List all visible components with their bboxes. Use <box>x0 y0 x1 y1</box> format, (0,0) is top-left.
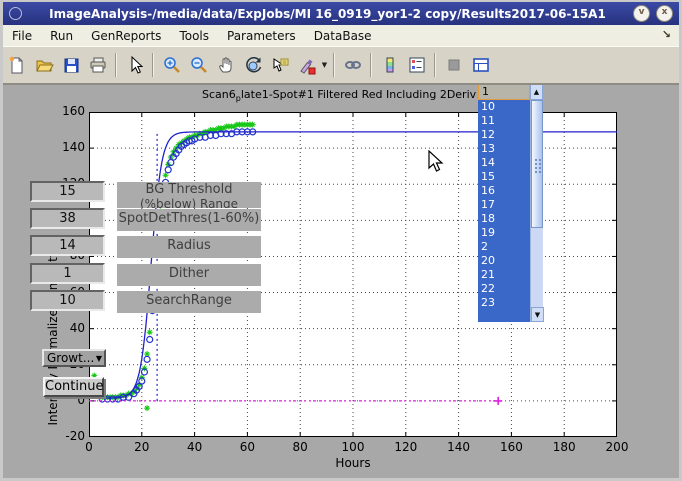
open-file-icon[interactable] <box>31 52 56 79</box>
spot-number-option-18[interactable]: 18 <box>481 212 495 225</box>
link-plot-icon[interactable] <box>340 52 365 79</box>
legend-icon[interactable] <box>404 52 429 79</box>
param-label-spotdetthres-1-60-: SpotDetThres(1-60%) <box>117 209 261 231</box>
brush-caret-icon[interactable]: ▼ <box>321 61 328 69</box>
zoom-in-icon[interactable] <box>159 52 184 79</box>
x-tick-label: 180 <box>552 440 576 454</box>
close-button[interactable]: x <box>656 5 673 22</box>
spot-number-option-2[interactable]: 2 <box>481 240 488 253</box>
x-tick-label: 40 <box>186 440 203 454</box>
window-title: ImageAnalysis-/media/data/ExpJobs/MI 16_… <box>49 6 606 21</box>
spot-number-option-17[interactable]: 17 <box>481 198 495 211</box>
y-tick-label: -20 <box>65 429 85 443</box>
mouse-cursor <box>428 150 444 172</box>
y-tick-label: 160 <box>62 104 85 118</box>
dropdown-scrollbar[interactable]: ▼ <box>530 100 544 322</box>
menu-item-database[interactable]: DataBase <box>313 28 372 43</box>
param-value-dither[interactable]: 1 <box>30 263 105 284</box>
spot-number-value[interactable]: 1 <box>478 84 530 100</box>
window-menu-icon[interactable] <box>9 7 22 20</box>
scroll-up-icon[interactable]: ▲ <box>530 84 543 100</box>
param-value-searchrange[interactable]: 10 <box>30 290 105 311</box>
x-tick-label: 20 <box>134 440 150 454</box>
plot-title: Scan6plate1-Spot#1 Filtered Red Includin… <box>89 88 617 103</box>
data-cursor-icon[interactable] <box>267 52 292 79</box>
pointer-icon[interactable] <box>122 52 147 79</box>
param-value-radius[interactable]: 14 <box>30 235 105 256</box>
show-plot-tools-icon[interactable] <box>468 52 493 79</box>
x-axis-label: Hours <box>335 456 371 470</box>
scroll-down-icon[interactable]: ▼ <box>531 307 544 322</box>
x-tick-label: 200 <box>605 440 629 454</box>
plot-title-prefix: Scan6 <box>202 88 236 101</box>
plot-title-rest: late1-Spot#1 Filtered Red Including 2Der… <box>240 88 504 101</box>
spot-number-option-20[interactable]: 20 <box>481 254 495 267</box>
toolbar: ▼ <box>3 46 679 85</box>
param-label-bg-threshold: BG Threshold (%below) Range <box>117 182 261 208</box>
brush-icon[interactable] <box>294 52 319 79</box>
spot-number-list: 10 11 12 13 14 15 16 17 18 19 2 20 21 22 23 <box>478 100 530 322</box>
spot-number-option-14[interactable]: 14 <box>481 156 495 169</box>
colorbar-icon[interactable] <box>377 52 402 79</box>
spot-number-option-13[interactable]: 13 <box>481 142 495 155</box>
zoom-out-icon[interactable] <box>186 52 211 79</box>
rotate-3d-icon[interactable] <box>240 52 265 79</box>
param-label-searchrange: SearchRange <box>117 291 261 313</box>
pan-icon[interactable] <box>213 52 238 79</box>
toolbar-separator <box>152 53 154 77</box>
x-tick-label: 120 <box>394 440 418 454</box>
menu-item-parameters[interactable]: Parameters <box>227 28 296 43</box>
x-tick-label: 80 <box>292 440 308 454</box>
spot-number-option-11[interactable]: 11 <box>481 114 495 127</box>
spot-number-option-10[interactable]: 10 <box>481 100 495 113</box>
x-tick-label: 0 <box>85 440 93 454</box>
y-tick-label: 40 <box>69 320 85 335</box>
menu-item-tools[interactable]: Tools <box>179 28 209 43</box>
x-tick-label: 140 <box>447 440 471 454</box>
new-figure-icon[interactable] <box>4 52 29 79</box>
x-tick-label: 60 <box>239 440 256 454</box>
x-tick-label: 160 <box>499 440 523 454</box>
toolbar-separator <box>370 53 372 77</box>
dock-figure-icon[interactable]: ↘ <box>661 28 671 41</box>
hide-plot-tools-icon[interactable] <box>441 52 466 79</box>
spot-number-option-12[interactable]: 12 <box>481 128 495 141</box>
param-label-radius: Radius <box>117 236 261 258</box>
scrollbar-grip <box>534 158 542 174</box>
menu-item-genreports[interactable]: GenReports <box>91 28 162 43</box>
scrollbar-thumb[interactable] <box>531 100 543 228</box>
param-value-bg-threshold[interactable]: 15 <box>30 181 105 202</box>
print-figure-icon[interactable] <box>85 52 110 79</box>
continue-button[interactable]: Continue <box>43 377 104 397</box>
growth-mode-label: Growt... <box>47 351 95 365</box>
y-tick-label: 0 <box>77 392 85 407</box>
shade-button[interactable]: v <box>633 5 650 22</box>
spot-number-option-21[interactable]: 21 <box>481 268 495 281</box>
param-value-spotdetthres-1-60-[interactable]: 38 <box>30 208 105 229</box>
spot-number-option-16[interactable]: 16 <box>481 184 495 197</box>
toolbar-separator <box>434 53 436 77</box>
spot-number-option-15[interactable]: 15 <box>481 170 495 183</box>
menu-item-file[interactable]: File <box>12 28 33 43</box>
figure-canvas: Scan6plate1-Spot#1 Filtered Red Includin… <box>3 84 679 478</box>
save-figure-icon[interactable] <box>58 52 83 79</box>
plot-title-subscript: p <box>235 94 241 103</box>
spot-number-option-23[interactable]: 23 <box>481 296 495 309</box>
param-label-dither: Dither <box>117 264 261 286</box>
x-tick-label: 100 <box>341 440 365 454</box>
title-bar: ImageAnalysis-/media/data/ExpJobs/MI 16_… <box>3 2 679 25</box>
menu-bar: File Run GenReports Tools Parameters DataBase… <box>3 25 679 46</box>
chevron-down-icon: ▼ <box>95 353 102 363</box>
spot-number-dropdown: 1 ▲ 10 11 12 13 14 15 16 17 18 19 2 20 21 22 23 ▼ <box>478 84 544 322</box>
spot-number-option-22[interactable]: 22 <box>481 282 495 295</box>
menu-item-run[interactable]: Run <box>50 28 74 43</box>
spot-number-option-19[interactable]: 19 <box>481 226 495 239</box>
toolbar-separator <box>115 53 117 77</box>
y-tick-label: 140 <box>62 140 85 155</box>
growth-mode-dropdown[interactable]: Growt... ▼ <box>42 349 106 367</box>
toolbar-separator <box>333 53 335 77</box>
